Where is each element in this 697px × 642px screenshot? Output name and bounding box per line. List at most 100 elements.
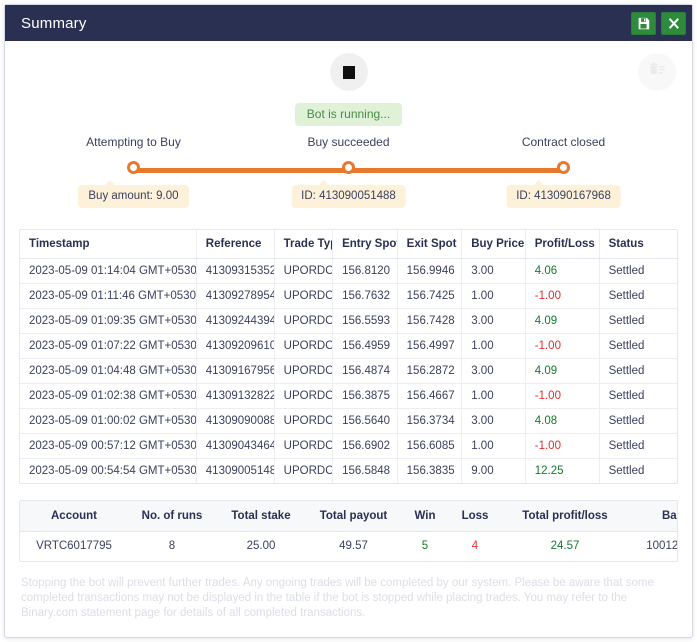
tracker-node-2 [342,161,355,174]
cell-trade-type: UPORDOWN [274,433,334,459]
cell-status: Settled [599,358,677,384]
cell-reference: 413091679568 [196,358,275,384]
cell-profit-loss: 12.25 [525,458,600,483]
table-row[interactable]: 2023-05-09 01:00:02 GMT+0530413090900888… [20,408,677,434]
cell-buy-price: 3.00 [461,358,526,384]
cell-timestamp: 2023-05-09 01:09:35 GMT+0530 [20,308,197,334]
cell-buy-price: 9.00 [461,458,526,483]
cell-timestamp: 2023-05-09 00:57:12 GMT+0530 [20,433,197,459]
transactions-table: Timestamp Reference Trade Type Entry Spo… [20,230,677,483]
table-row[interactable]: 2023-05-09 01:14:04 GMT+0530413093153528… [20,258,677,284]
tracker-step-label-1: Attempting to Buy [86,135,181,149]
summary-header-account: Account [20,501,128,532]
cell-entry-spot: 156.3875 [332,383,398,409]
summary-value-profit-loss: 24.57 [550,540,580,552]
table-row[interactable]: 2023-05-09 01:04:48 GMT+0530413091679568… [20,358,677,384]
table-header-row: Timestamp Reference Trade Type Entry Spo… [20,230,677,259]
cell-entry-spot: 156.6902 [332,433,398,459]
column-header-exit-spot[interactable]: Exit Spot [397,230,463,259]
tracker-tooltip-1: Buy amount: 9.00 [78,180,189,208]
tracker-step-label-2: Buy succeeded [307,135,390,149]
cell-trade-type: UPORDOWN [274,408,334,434]
table-row[interactable]: 2023-05-09 01:02:38 GMT+0530413091328228… [20,383,677,409]
bot-status: Bot is running... [5,103,692,131]
column-header-trade-type[interactable]: Trade Type [274,230,334,259]
cell-timestamp: 2023-05-09 00:54:54 GMT+0530 [20,458,197,483]
column-header-entry-spot[interactable]: Entry Spot [332,230,398,259]
summary-header-win: Win [401,501,449,532]
transactions-table-head: Timestamp Reference Trade Type Entry Spo… [20,230,677,259]
cell-timestamp: 2023-05-09 01:00:02 GMT+0530 [20,408,197,434]
column-header-profit-loss[interactable]: Profit/Loss [525,230,600,259]
table-row[interactable]: 2023-05-09 00:54:54 GMT+0530413090051488… [20,458,677,483]
cell-buy-price: 3.00 [461,258,526,284]
column-header-status[interactable]: Status [599,230,677,259]
cell-timestamp: 2023-05-09 01:14:04 GMT+0530 [20,258,197,284]
cell-entry-spot: 156.7632 [332,283,398,309]
summary-table: Account No. of runs Total stake Total pa… [20,501,678,562]
summary-dialog: Summary [4,4,693,638]
cell-exit-spot: 156.4997 [397,333,463,359]
cell-trade-type: UPORDOWN [274,383,334,409]
cell-status: Settled [599,408,677,434]
clear-list-button[interactable] [638,53,676,91]
summary-header-profit-loss: Total profit/loss [501,501,629,532]
titlebar-actions [631,11,686,35]
cell-profit-loss: -1.00 [525,283,600,309]
stop-square-icon [342,65,355,79]
cell-trade-type: UPORDOWN [274,283,334,309]
cell-profit-loss: -1.00 [525,383,600,409]
cell-profit-loss: 4.09 [525,358,600,384]
cell-profit-loss: -1.00 [525,433,600,459]
cell-timestamp: 2023-05-09 01:04:48 GMT+0530 [20,358,197,384]
cell-status: Settled [599,258,677,284]
transactions-table-body: 2023-05-09 01:14:04 GMT+0530413093153528… [20,258,677,483]
cell-trade-type: UPORDOWN [274,333,334,359]
cell-exit-spot: 156.3734 [397,408,463,434]
save-button[interactable] [631,11,656,35]
tracker-node-3 [557,161,571,174]
summary-value-balance: 10012.88 USD [646,540,678,552]
cell-entry-spot: 156.5640 [332,408,398,434]
cell-entry-spot: 156.4874 [332,358,398,384]
summary-header-loss: Loss [449,501,501,532]
cell-reference: 413092789548 [196,283,275,309]
cell-profit-loss: 4.08 [525,408,600,434]
table-row[interactable]: 2023-05-09 01:07:22 GMT+0530413092096108… [20,333,677,359]
dialog-title: Summary [21,14,87,32]
cell-status: Settled [599,383,677,409]
tracker-step-label-3: Contract closed [521,135,606,149]
tracker-node-1 [126,161,140,174]
column-header-timestamp[interactable]: Timestamp [20,230,197,259]
column-header-buy-price[interactable]: Buy Price [461,230,526,259]
dialog-titlebar: Summary [5,5,692,41]
cell-entry-spot: 156.5593 [332,308,398,334]
cell-exit-spot: 156.6085 [397,433,463,459]
column-header-reference[interactable]: Reference [196,230,275,259]
cell-reference: 413090434648 [196,433,275,459]
cell-exit-spot: 156.9946 [397,258,463,284]
cell-buy-price: 1.00 [461,433,526,459]
summary-value-win: 5 [421,540,429,552]
close-button[interactable] [661,11,686,35]
table-row[interactable]: 2023-05-09 01:11:46 GMT+0530413092789548… [20,283,677,309]
table-row[interactable]: 2023-05-09 01:09:35 GMT+0530413092443948… [20,308,677,334]
table-row[interactable]: 2023-05-09 00:57:12 GMT+0530413090434648… [20,433,677,459]
summary-header-row: Account No. of runs Total stake Total pa… [20,501,677,532]
summary-row: VRTC6017795 8 25.00 49.57 5 4 24.57 1001… [20,532,678,562]
cell-exit-spot: 156.7428 [397,308,463,334]
tracker-tooltip-3: ID: 413090167968 [506,180,621,208]
cell-reference: 413090051488 [196,458,275,483]
cell-reference: 413092443948 [196,308,275,334]
close-x-icon [667,17,680,30]
cell-reference: 413091328228 [196,383,275,409]
cell-trade-type: UPORDOWN [274,358,334,384]
summary-table-container: Account No. of runs Total stake Total pa… [19,500,678,562]
cell-timestamp: 2023-05-09 01:11:46 GMT+0530 [20,283,197,309]
cell-buy-price: 1.00 [461,333,526,359]
cell-buy-price: 1.00 [461,283,526,309]
cell-exit-spot: 156.4667 [397,383,463,409]
trade-progress-tracker: Attempting to Buy Buy succeeded Contract… [5,135,692,225]
cell-buy-price: 3.00 [461,308,526,334]
stop-bot-button[interactable] [329,53,368,91]
